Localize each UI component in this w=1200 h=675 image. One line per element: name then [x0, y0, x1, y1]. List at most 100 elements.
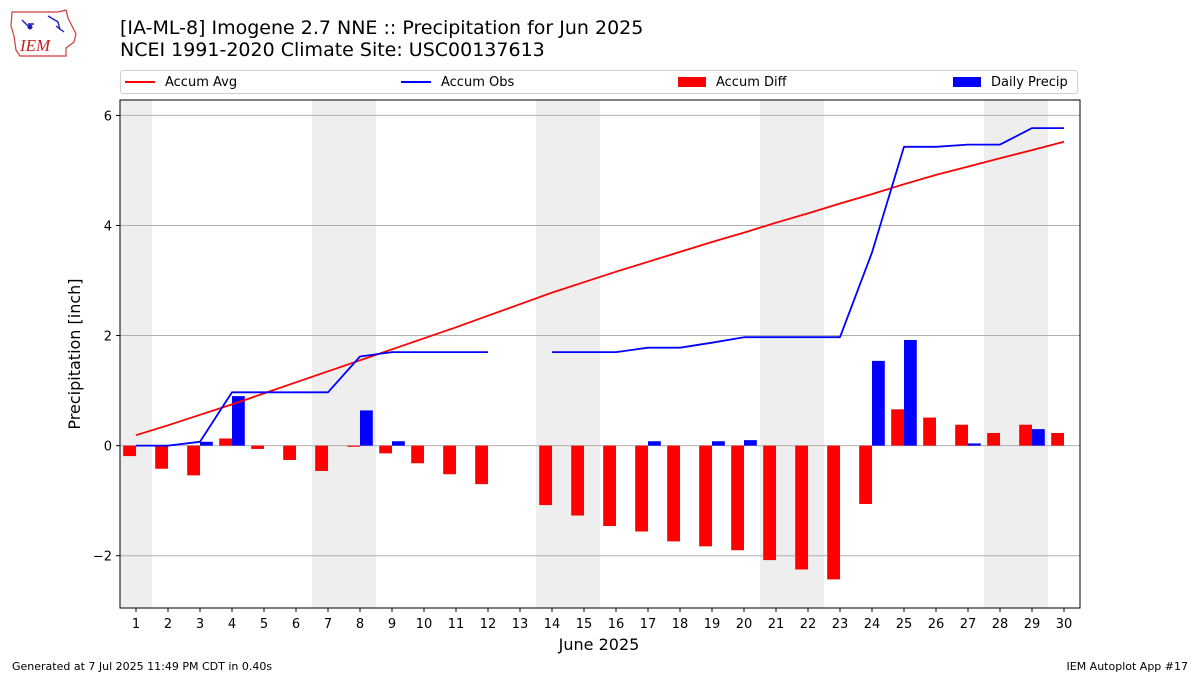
x-tick-label: 5: [260, 617, 268, 632]
accum-diff-bar: [635, 445, 648, 532]
daily-precip-bar: [968, 443, 981, 446]
accum-diff-bar: [891, 409, 904, 446]
weekend-shade: [312, 100, 376, 608]
accum-diff-bar: [987, 432, 1000, 446]
x-tick-label: 29: [1024, 617, 1041, 632]
footer-app: IEM Autoplot App #17: [1066, 660, 1189, 673]
accum-diff-bar: [475, 445, 488, 485]
accum-diff-bar: [315, 445, 328, 471]
x-tick-label: 8: [356, 617, 364, 632]
x-tick-label: 26: [928, 617, 945, 632]
x-tick-label: 9: [388, 617, 396, 632]
accum-diff-bar: [411, 445, 424, 464]
x-tick-label: 10: [416, 617, 433, 632]
weekend-shading: [120, 100, 1048, 608]
iem-logo: IEM: [10, 9, 77, 57]
daily-precip-bar: [232, 396, 245, 446]
weather-symbols-icon: [21, 15, 65, 33]
legend-item-accum-obs: Accum Obs: [401, 71, 514, 93]
daily-precip-bar: [904, 339, 917, 446]
accum-diff-bar: [155, 445, 168, 469]
x-axis-label: June 2025: [558, 635, 640, 654]
x-tick-label: 23: [832, 617, 849, 632]
x-tick-label: 30: [1056, 617, 1073, 632]
chart-title: [IA-ML-8] Imogene 2.7 NNE :: Precipitati…: [120, 17, 643, 61]
accum-diff-bar: [379, 445, 392, 454]
accum-diff-bar: [539, 445, 552, 506]
x-tick-label: 11: [448, 617, 465, 632]
x-axis-ticks: 1 2 3 4 5 6 7 8 9 10 11 12 13 14 15 16 17 18 19 20 21 22 23 24 2…: [132, 608, 1072, 632]
accum-diff-bar: [1051, 432, 1064, 446]
accum-diff-bar: [795, 445, 808, 570]
weekend-shade: [984, 100, 1048, 608]
accum-diff-bar: [187, 445, 200, 476]
x-tick-label: 7: [324, 617, 332, 632]
y-axis-label: Precipitation [inch]: [65, 278, 84, 429]
plot-frame: [119, 99, 1081, 609]
x-tick-label: 22: [800, 617, 817, 632]
accum-obs-line: [136, 127, 1064, 447]
accum-diff-bar: [603, 445, 616, 526]
legend-label: Accum Diff: [716, 74, 787, 90]
x-tick-label: 20: [736, 617, 753, 632]
legend-label: Daily Precip: [991, 74, 1068, 90]
y-tick-label: 0: [104, 440, 112, 455]
x-tick-label: 4: [228, 617, 236, 632]
daily-precip-bar: [744, 440, 757, 446]
x-tick-label: 2: [164, 617, 172, 632]
accum-diff-bar: [1019, 424, 1032, 446]
grid-lines: [120, 114, 1080, 557]
legend-item-accum-avg: Accum Avg: [125, 71, 237, 93]
footer-generated: Generated at 7 Jul 2025 11:49 PM CDT in …: [12, 660, 273, 673]
accum-diff-bar: [699, 445, 712, 547]
title-line-1: [IA-ML-8] Imogene 2.7 NNE :: Precipitati…: [120, 17, 644, 39]
x-tick-label: 16: [608, 617, 625, 632]
x-tick-label: 28: [992, 617, 1009, 632]
x-tick-label: 21: [768, 617, 785, 632]
bars: [123, 339, 1064, 580]
accum-diff-bar: [219, 438, 232, 446]
legend-item-accum-diff: Accum Diff: [678, 71, 787, 93]
legend-swatch-accum-diff: [678, 77, 706, 87]
legend-label: Accum Avg: [165, 74, 238, 90]
x-tick-label: 15: [576, 617, 593, 632]
accum-diff-bar: [571, 445, 584, 516]
accum-diff-bar: [667, 445, 680, 542]
logo-text: IEM: [19, 36, 51, 55]
daily-precip-bar: [872, 360, 885, 446]
x-tick-label: 3: [196, 617, 204, 632]
x-tick-label: 27: [960, 617, 977, 632]
weekend-shade: [120, 100, 152, 608]
iowa-outline-icon: [10, 9, 77, 57]
accum-diff-bar: [923, 417, 936, 446]
daily-precip-bar: [392, 441, 405, 446]
accum-diff-bar: [763, 445, 776, 561]
x-tick-label: 25: [896, 617, 913, 632]
x-tick-label: 12: [480, 617, 497, 632]
legend-swatch-accum-avg: [125, 81, 155, 83]
x-tick-label: 6: [292, 617, 300, 632]
accum-diff-bar: [827, 445, 840, 580]
accum-diff-bar: [443, 445, 456, 475]
x-tick-label: 24: [864, 617, 881, 632]
accum-lines: [135, 127, 1065, 447]
accum-diff-bar: [123, 445, 136, 457]
weekend-shade: [536, 100, 600, 608]
x-tick-label: 17: [640, 617, 657, 632]
daily-precip-bar: [360, 410, 373, 446]
legend-swatch-accum-obs: [401, 81, 431, 83]
accum-diff-bar: [283, 445, 296, 460]
accum-diff-bar: [251, 445, 264, 449]
x-tick-label: 13: [512, 617, 529, 632]
x-tick-label: 14: [544, 617, 561, 632]
title-line-2: NCEI 1991-2020 Climate Site: USC00137613: [120, 39, 545, 61]
accum-diff-bar: [859, 445, 872, 504]
y-tick-label: −2: [93, 550, 112, 565]
x-tick-label: 19: [704, 617, 721, 632]
y-tick-label: 4: [104, 219, 112, 234]
legend: Accum Avg Accum Obs Accum Diff Daily Pre…: [120, 70, 1078, 94]
accum-diff-bar: [347, 445, 360, 447]
legend-item-daily-precip: Daily Precip: [953, 71, 1068, 93]
legend-swatch-daily-precip: [953, 77, 981, 87]
